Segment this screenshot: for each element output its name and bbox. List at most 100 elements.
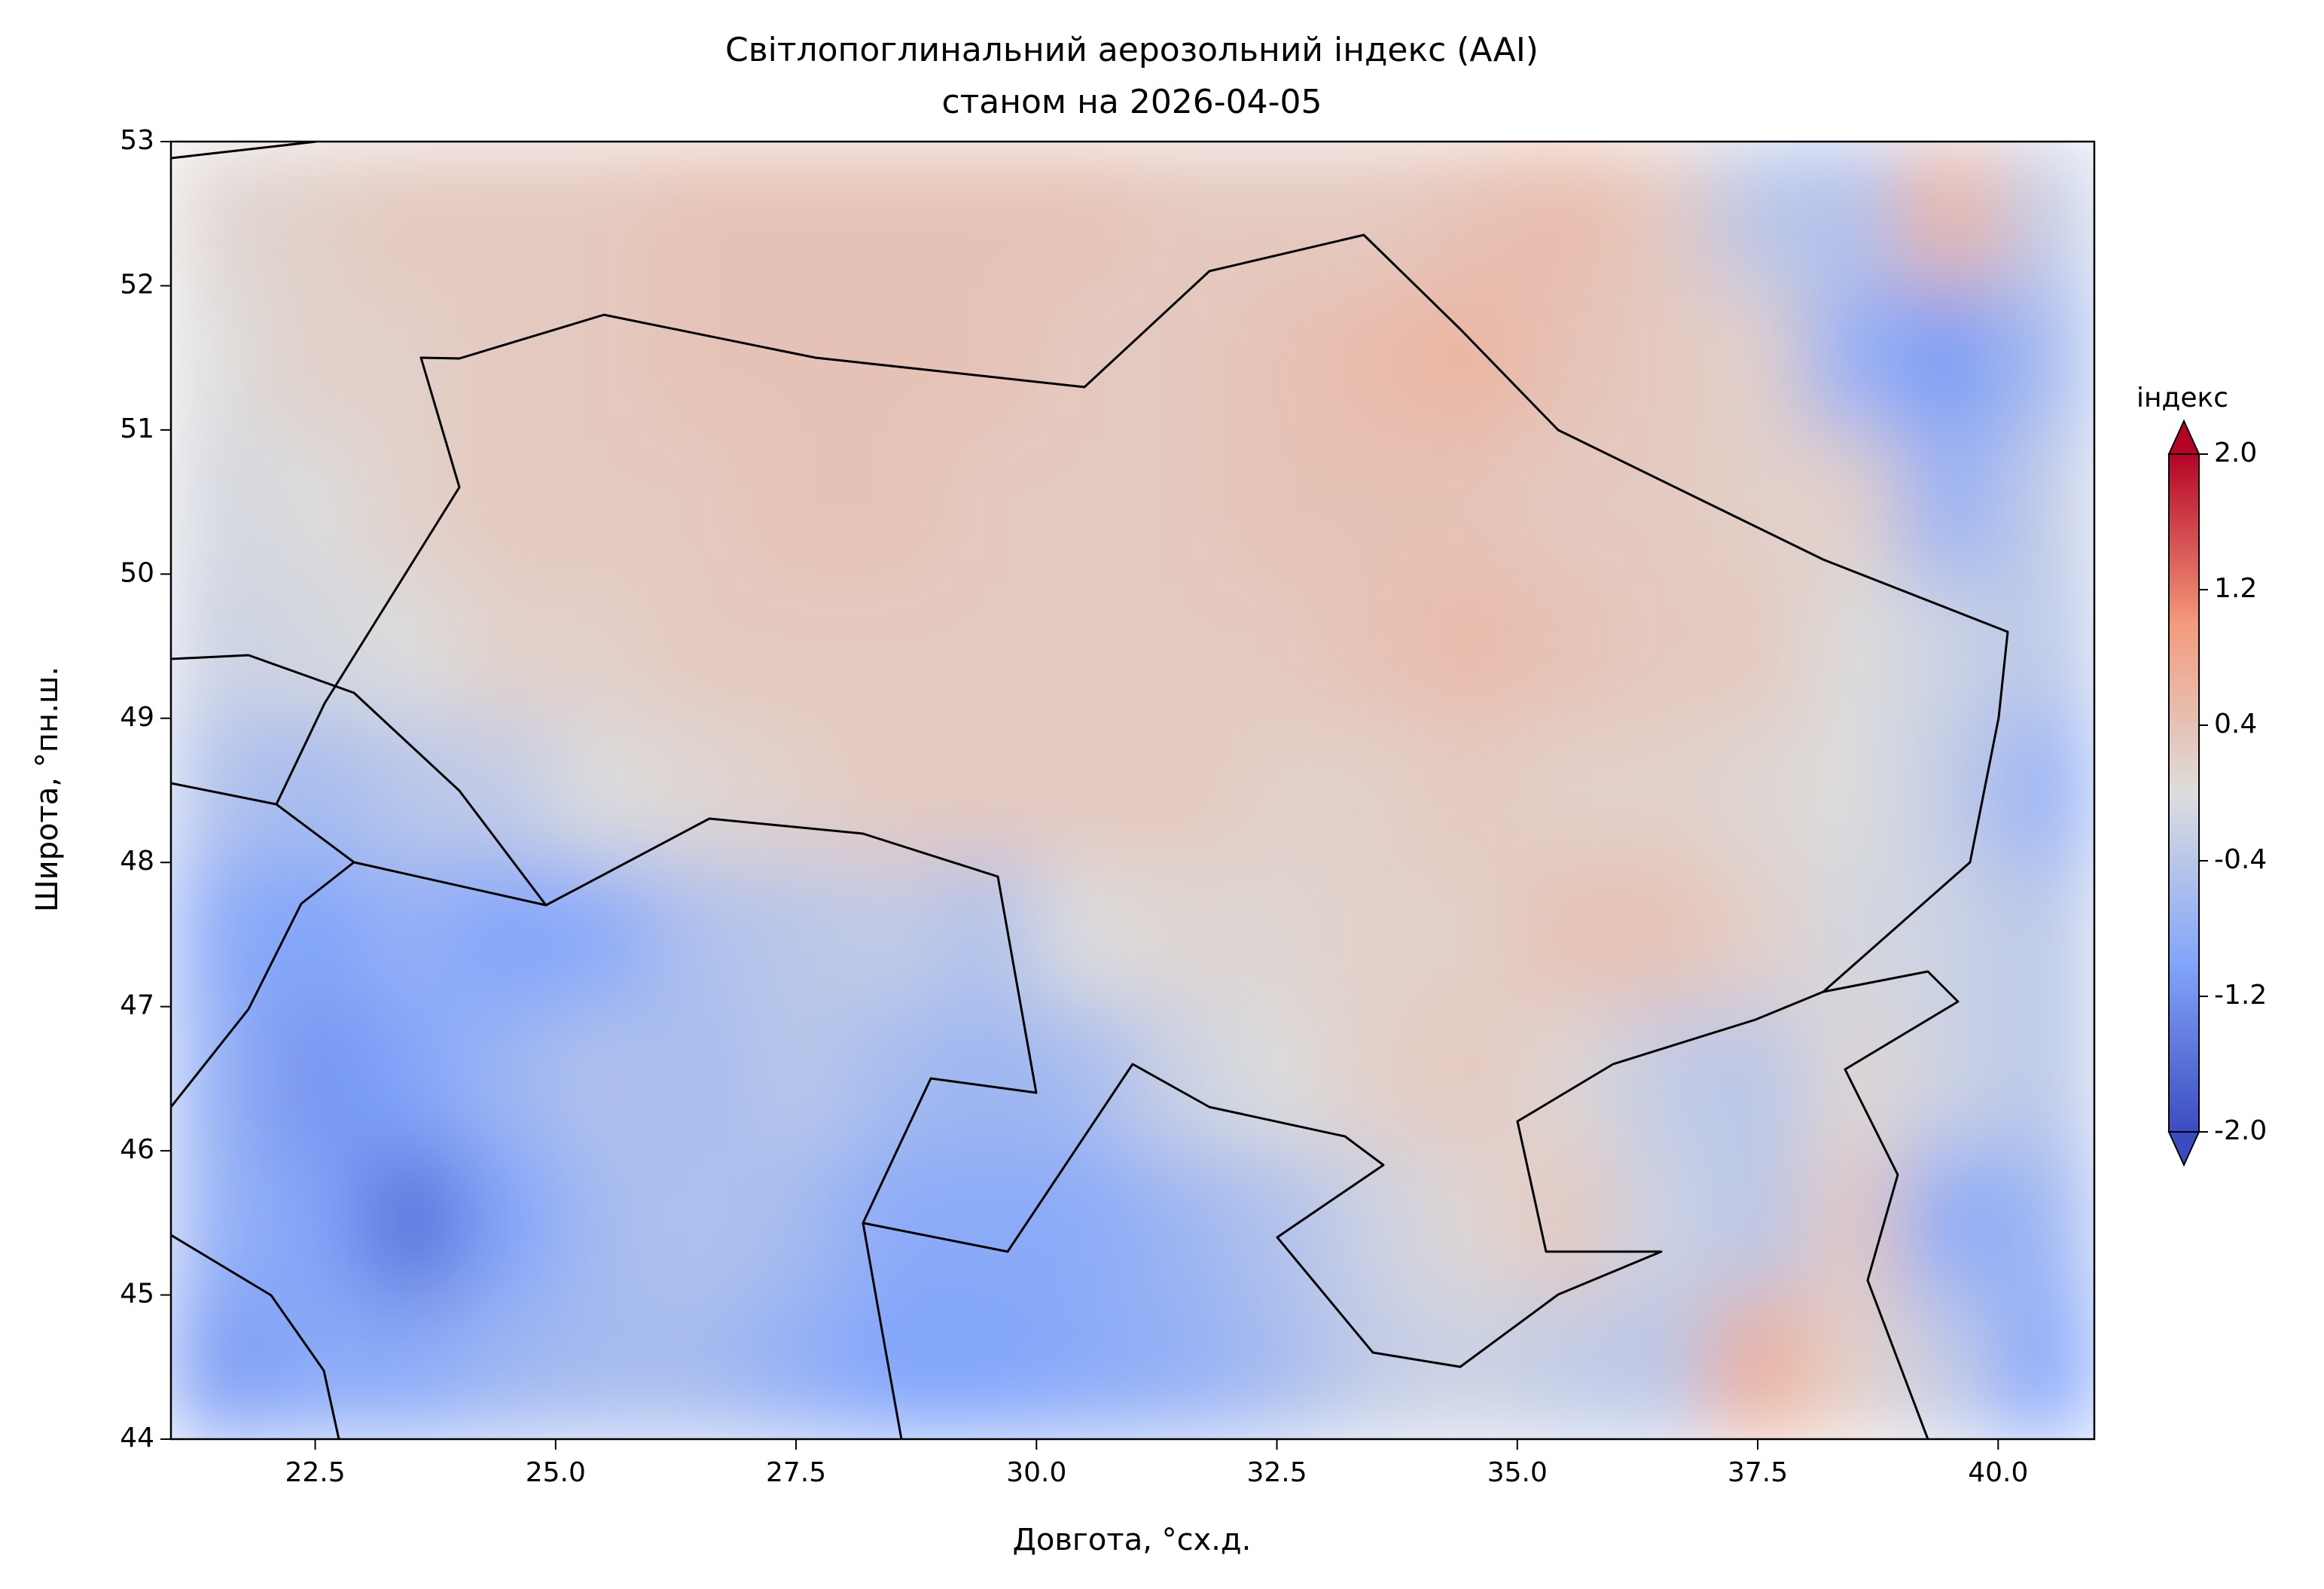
y-tick-label: 47: [120, 990, 154, 1021]
field-cell: [1421, 142, 1518, 287]
field-cell: [651, 718, 749, 864]
field-cell: [1228, 142, 1326, 287]
x-tick-label: 22.5: [285, 1457, 345, 1488]
field-cell: [1517, 1006, 1615, 1152]
field-cell: [1805, 1151, 1903, 1296]
field-cell: [1036, 285, 1133, 431]
y-tick-label: 53: [120, 125, 154, 156]
field-cell: [1902, 285, 1999, 431]
field-cell: [555, 574, 653, 719]
borders: [171, 142, 2009, 1439]
field-cell: [267, 285, 364, 431]
field-cell: [1709, 285, 1807, 431]
field-cell: [940, 285, 1038, 431]
field-cell: [748, 1151, 845, 1296]
field-cell: [748, 862, 845, 1008]
field-cell: [1709, 574, 1807, 719]
field-cell: [1228, 718, 1326, 864]
field-cell: [363, 862, 461, 1008]
field-cell: [1613, 285, 1711, 431]
y-tick-label: 44: [120, 1423, 154, 1453]
field-cell: [1133, 429, 1230, 575]
field-cell: [459, 1006, 557, 1152]
field-cell: [651, 1151, 749, 1296]
y-axis-label: Широта, °пн.ш.: [30, 666, 65, 912]
field-cell: [1517, 574, 1615, 719]
field-cell: [1613, 862, 1711, 1008]
field-cell: [843, 1006, 941, 1152]
field-cell: [1325, 1151, 1423, 1296]
field-cell: [1421, 862, 1518, 1008]
field-cell: [1133, 285, 1230, 431]
field-cell: [267, 429, 364, 575]
field-cell: [940, 1006, 1038, 1152]
field-cell: [459, 718, 557, 864]
field-cell: [267, 862, 364, 1008]
country-border: [171, 654, 547, 906]
country-border: [171, 1234, 340, 1439]
field-cell: [1613, 429, 1711, 575]
colorbar-extend-min: [2167, 1131, 2200, 1167]
field-cell: [1228, 285, 1326, 431]
field-cell: [363, 1006, 461, 1152]
field-cell: [1517, 429, 1615, 575]
field-layer: [171, 142, 2094, 1439]
field-cell: [459, 142, 557, 287]
field-cell: [1036, 1006, 1133, 1152]
field-cell: [1133, 1151, 1230, 1296]
field-cell: [1902, 1006, 1999, 1152]
field-cell: [555, 142, 653, 287]
field-cell: [1613, 574, 1711, 719]
field-cell: [171, 1295, 268, 1439]
field-cell: [651, 862, 749, 1008]
field-cell: [940, 429, 1038, 575]
field-cell: [1421, 429, 1518, 575]
field-cell: [1325, 142, 1423, 287]
field-cell: [1517, 718, 1615, 864]
field-cell: [843, 142, 941, 287]
field-cell: [1228, 862, 1326, 1008]
field-cell: [363, 574, 461, 719]
field-cell: [1902, 574, 1999, 719]
field-cell: [1613, 1006, 1711, 1152]
field-cell: [1902, 1151, 1999, 1296]
x-tick-label: 37.5: [1728, 1457, 1788, 1488]
field-cell: [555, 429, 653, 575]
field-cell: [1902, 429, 1999, 575]
colorbar-tick-label: -0.4: [2214, 844, 2267, 875]
field-cell: [1325, 285, 1423, 431]
field-cell: [555, 1006, 653, 1152]
colorbar-tick-label: -1.2: [2214, 980, 2267, 1011]
field-cell: [1709, 142, 1807, 287]
field-cell: [1998, 142, 2094, 287]
field-cell: [940, 862, 1038, 1008]
field-cell: [1036, 142, 1133, 287]
field-cell: [1228, 1151, 1326, 1296]
colorbar-label: індекс: [2136, 383, 2228, 413]
axes-frame: [169, 140, 2096, 1441]
field-cell: [459, 862, 557, 1008]
field-cell: [1709, 718, 1807, 864]
chart-title: Світлопоглинальний аерозольний індекс (A…: [725, 31, 1539, 69]
field-cell: [1517, 142, 1615, 287]
field-cell: [1517, 1295, 1615, 1439]
field-cell: [171, 862, 268, 1008]
field-cell: [1133, 1295, 1230, 1439]
field-cell: [748, 574, 845, 719]
field-cell: [1133, 574, 1230, 719]
field-cell: [1709, 429, 1807, 575]
field-cell: [1998, 1151, 2094, 1296]
field-cell: [1998, 862, 2094, 1008]
field-cell: [1133, 142, 1230, 287]
field-cell: [1036, 862, 1133, 1008]
field-cell: [1517, 862, 1615, 1008]
chart-subtitle: станом на 2026-04-05: [941, 83, 1322, 121]
field-cell: [1998, 429, 2094, 575]
field-cell: [843, 285, 941, 431]
colorbar: [2169, 454, 2199, 1132]
field-cell: [843, 1151, 941, 1296]
y-tick-label: 50: [120, 557, 154, 588]
y-tick-label: 49: [120, 702, 154, 733]
field-cell: [940, 1295, 1038, 1439]
field-cell: [1421, 285, 1518, 431]
